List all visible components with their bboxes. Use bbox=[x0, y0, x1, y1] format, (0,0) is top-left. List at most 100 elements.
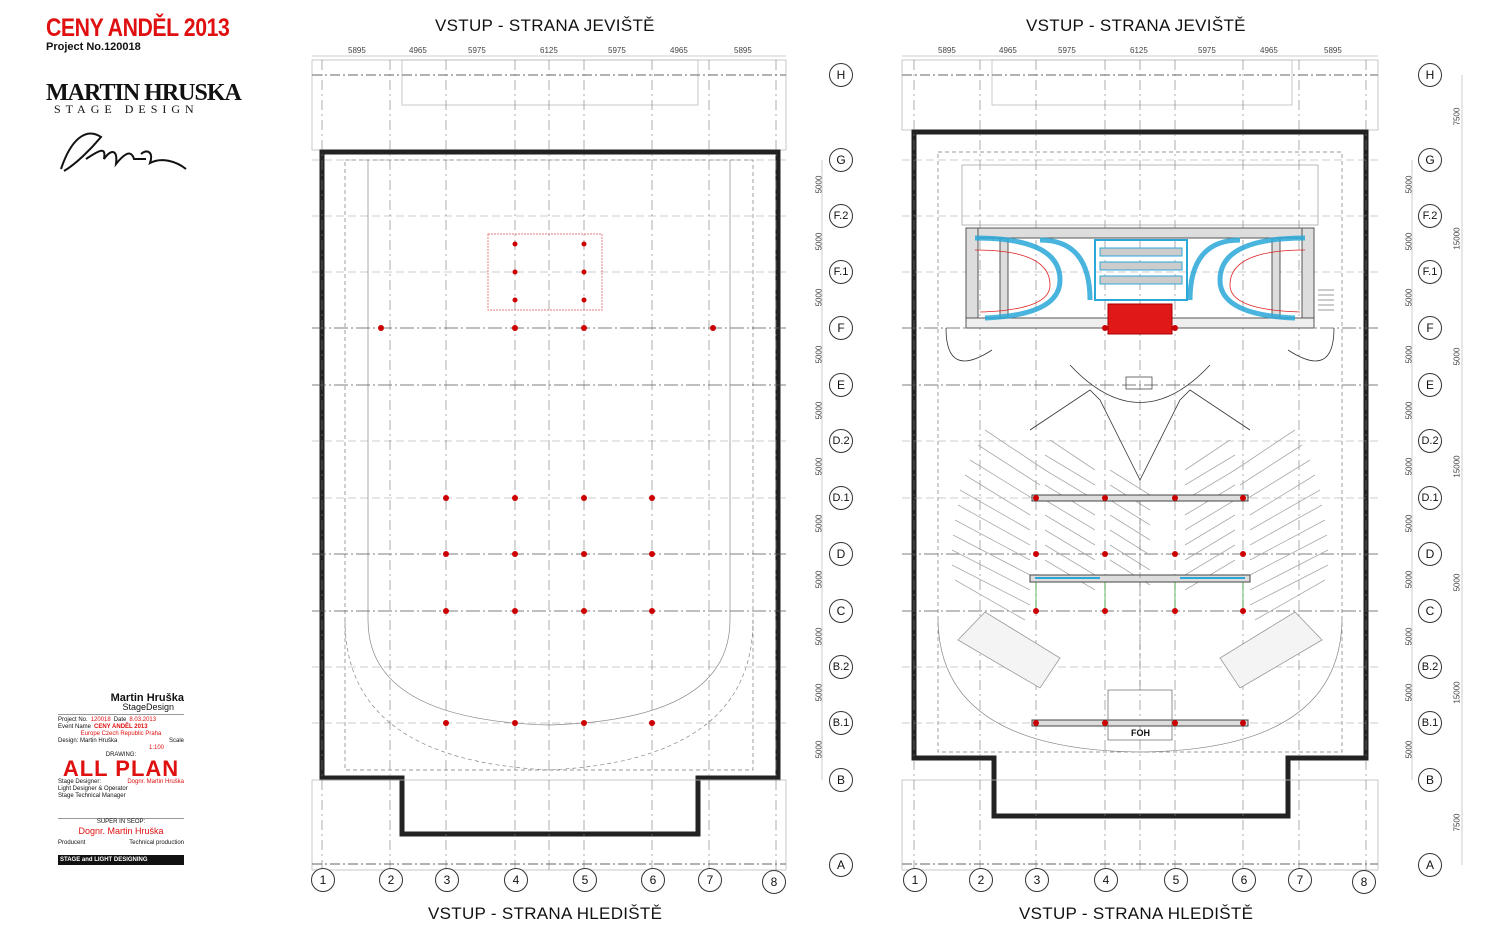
dim-side-right-5: 5000 bbox=[1452, 573, 1462, 592]
project-number: Project No.120018 bbox=[46, 41, 141, 53]
row-axis-left-G: G bbox=[829, 148, 853, 172]
row-axis-left-D2: D.2 bbox=[829, 429, 853, 453]
col-axis-left-6: 6 bbox=[641, 868, 665, 892]
row-axis-right-D2: D.2 bbox=[1418, 429, 1442, 453]
tb-stage-designer-label: Stage Designer: bbox=[58, 779, 102, 785]
row-axis-right-F2: F.2 bbox=[1418, 204, 1442, 228]
tb-technical-label: Stage Technical Manager bbox=[58, 793, 126, 799]
hang-points-left bbox=[378, 241, 716, 726]
tb-scale: 1:100 bbox=[148, 745, 164, 751]
dim-side-mid-11: 5000 bbox=[1404, 740, 1414, 759]
dim-top-right-2: 4965 bbox=[999, 46, 1017, 55]
col-axis-right-5: 5 bbox=[1164, 868, 1188, 892]
dim-top-left-4: 6125 bbox=[540, 46, 558, 55]
dim-side-mid-8: 5000 bbox=[1404, 570, 1414, 589]
hang-points-right bbox=[1033, 325, 1246, 726]
tb-scale-label: Scale bbox=[168, 738, 184, 744]
dim-side-left-3: 5000 bbox=[814, 288, 824, 307]
tb-light-label: Light Designer & Operator bbox=[58, 786, 128, 792]
row-axis-right-B: B bbox=[1418, 768, 1442, 792]
dim-side-left-11: 5000 bbox=[814, 740, 824, 759]
right-plan-bottom-label: VSTUP - STRANA HLEDIŠTĚ bbox=[1019, 904, 1254, 923]
tb-project-label: Project No. bbox=[58, 717, 88, 723]
col-axis-right-6: 6 bbox=[1232, 868, 1256, 892]
dim-side-left-4: 5000 bbox=[814, 345, 824, 364]
col-axis-left-5: 5 bbox=[573, 868, 597, 892]
tb-drawing: ALL PLAN bbox=[62, 756, 180, 781]
row-axis-right-B2: B.2 bbox=[1418, 655, 1442, 679]
dim-side-left-10: 5000 bbox=[814, 683, 824, 702]
dim-side-mid-10: 5000 bbox=[1404, 683, 1414, 702]
title-block: Martin Hruška StageDesign Project No. 12… bbox=[58, 692, 184, 914]
dim-side-right-7: 7500 bbox=[1452, 813, 1462, 832]
dim-side-mid-7: 5000 bbox=[1404, 514, 1414, 533]
tb-date-label: Date bbox=[113, 717, 127, 723]
row-axis-left-D1: D.1 bbox=[829, 486, 853, 510]
row-axis-right-A: A bbox=[1418, 853, 1442, 877]
dim-top-left-3: 5975 bbox=[468, 46, 486, 55]
dim-side-right-2: 15000 bbox=[1452, 227, 1462, 250]
title-block-designer-row: Stage Designer: Dognr. Martin Hruška bbox=[58, 779, 184, 786]
dim-side-mid-6: 5000 bbox=[1404, 457, 1414, 476]
dim-side-mid-5: 5000 bbox=[1404, 401, 1414, 420]
dim-top-right-5: 5975 bbox=[1198, 46, 1216, 55]
row-axis-left-F: F bbox=[829, 316, 853, 340]
tb-production-label: Technical production bbox=[129, 840, 184, 846]
dim-top-right-3: 5975 bbox=[1058, 46, 1076, 55]
row-axis-left-B1: B.1 bbox=[829, 711, 853, 735]
dim-side-left-8: 5000 bbox=[814, 570, 824, 589]
foh-label: FOH bbox=[1131, 728, 1150, 738]
dim-top-left-5: 5975 bbox=[608, 46, 626, 55]
dim-top-left-2: 4965 bbox=[409, 46, 427, 55]
right-plan-top-label: VSTUP - STRANA JEVIŠTĚ bbox=[1026, 16, 1246, 35]
seating-right bbox=[1184, 429, 1329, 621]
dim-side-left-6: 5000 bbox=[814, 457, 824, 476]
seating-left bbox=[951, 429, 1151, 621]
brand-name: MARTIN HRUSKA bbox=[46, 80, 242, 106]
title-block-event-row: Event Name CENY ANDĚL 2013 bbox=[58, 724, 184, 731]
tb-date: 8.03.2013 bbox=[129, 717, 157, 723]
row-axis-right-F1: F.1 bbox=[1418, 260, 1442, 284]
led-curves bbox=[974, 235, 1306, 321]
tb-stage-designer: Dognr. Martin Hruška bbox=[127, 779, 184, 785]
dim-top-right-1: 5895 bbox=[938, 46, 956, 55]
dim-side-right-3: 5000 bbox=[1452, 347, 1462, 366]
row-axis-right-F: F bbox=[1418, 316, 1442, 340]
row-axis-right-B1: B.1 bbox=[1418, 711, 1442, 735]
row-axis-left-F2: F.2 bbox=[829, 204, 853, 228]
tb-design-label: Design: Martin Hruška bbox=[58, 738, 118, 744]
dim-top-right-4: 6125 bbox=[1130, 46, 1148, 55]
right-plan bbox=[901, 55, 1379, 871]
row-axis-left-A: A bbox=[829, 853, 853, 877]
row-axis-left-B: B bbox=[829, 768, 853, 792]
dim-side-left-7: 5000 bbox=[814, 514, 824, 533]
dim-top-left-1: 5895 bbox=[348, 46, 366, 55]
row-axis-right-C: C bbox=[1418, 599, 1442, 623]
dim-side-left-9: 5000 bbox=[814, 627, 824, 646]
title-block-brand: Martin Hruška bbox=[110, 692, 184, 704]
tb-approved: Dognr. Martin Hruška bbox=[78, 826, 164, 836]
tb-footer: STAGE and LIGHT DESIGNING bbox=[58, 855, 184, 865]
title-block-design-row: Design: Martin Hruška Scale bbox=[58, 738, 184, 745]
col-axis-left-8: 8 bbox=[762, 870, 786, 894]
brand-subtitle: STAGE DESIGN bbox=[54, 102, 199, 116]
row-axis-left-F1: F.1 bbox=[829, 260, 853, 284]
dim-side-left-1: 5000 bbox=[814, 175, 824, 194]
tb-drawing-label: DRAWING: bbox=[105, 752, 137, 758]
col-axis-right-8: 8 bbox=[1352, 870, 1376, 894]
signature-image bbox=[60, 132, 187, 172]
col-axis-left-1: 1 bbox=[311, 868, 335, 892]
row-axis-left-E: E bbox=[829, 373, 853, 397]
row-axis-right-E: E bbox=[1418, 373, 1442, 397]
row-axis-right-D1: D.1 bbox=[1418, 486, 1442, 510]
col-axis-right-4: 4 bbox=[1094, 868, 1118, 892]
row-axis-left-H: H bbox=[829, 63, 853, 87]
dim-side-left-2: 5000 bbox=[814, 232, 824, 251]
row-axis-right-H: H bbox=[1418, 63, 1442, 87]
title-block-brand-sub: StageDesign bbox=[122, 702, 174, 712]
col-axis-right-7: 7 bbox=[1288, 868, 1312, 892]
dim-side-right-1: 7500 bbox=[1452, 107, 1462, 126]
project-title: CENY ANDĚL 2013 bbox=[46, 14, 230, 42]
row-axis-right-D: D bbox=[1418, 542, 1442, 566]
dim-side-mid-9: 5000 bbox=[1404, 627, 1414, 646]
